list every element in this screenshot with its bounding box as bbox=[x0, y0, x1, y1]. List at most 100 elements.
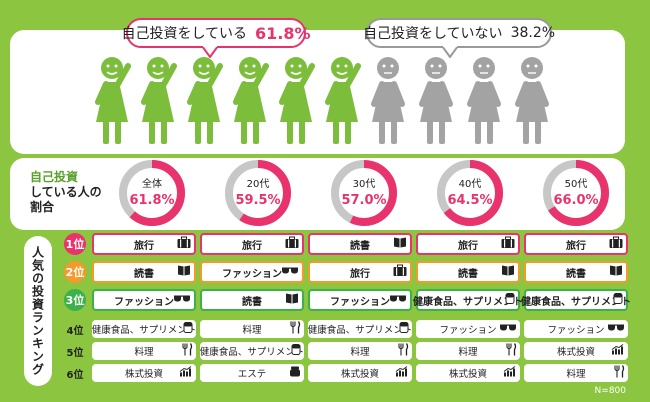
donut-slice bbox=[331, 160, 397, 226]
ranking-item-label: 株式投資 bbox=[556, 347, 595, 358]
donut-slice bbox=[437, 160, 503, 226]
pill-icon bbox=[613, 293, 623, 308]
book-icon bbox=[177, 265, 191, 280]
sunglasses-icon bbox=[281, 267, 299, 278]
ranking-cell: 旅行 bbox=[524, 233, 628, 255]
ranking-cell: 旅行 bbox=[416, 233, 520, 255]
bubble-yes-label: 自己投資をしている bbox=[121, 26, 248, 42]
donut-slice bbox=[119, 160, 185, 226]
ranking-item-label: ファッション bbox=[439, 325, 497, 336]
ranking-item-label: 健康食品、サプリメント bbox=[413, 296, 523, 308]
ranking-cell: 読書 bbox=[308, 233, 412, 255]
figure-yes-icon bbox=[141, 57, 177, 144]
book-icon bbox=[285, 293, 299, 308]
donut-chart: 40代 64.5% bbox=[436, 159, 504, 227]
bubble-no-pct: 38.2% bbox=[510, 25, 556, 41]
donut-age: 50代 bbox=[564, 179, 588, 190]
ranking-item-label: 株式投資 bbox=[448, 369, 487, 380]
donut-ring bbox=[225, 160, 291, 226]
ranking-cell: 料理 bbox=[524, 364, 628, 382]
ranking-item-label: 読書 bbox=[350, 240, 370, 252]
ranking-item-label: 読書 bbox=[458, 268, 478, 280]
ranking-item-label: ファッション bbox=[222, 268, 282, 280]
donut-chart: 50代 66.0% bbox=[542, 159, 610, 227]
figure-yes-icon bbox=[233, 57, 269, 144]
donut-pct: 61.8% bbox=[129, 193, 175, 208]
donut-age: 20代 bbox=[246, 179, 270, 190]
ranking-item-label: 料理 bbox=[134, 347, 154, 358]
figure-no-icon bbox=[371, 57, 405, 144]
sunglasses-icon bbox=[173, 295, 191, 306]
donut-ring bbox=[331, 160, 397, 226]
figure-no-icon bbox=[419, 57, 453, 144]
ranking-item-label: 料理 bbox=[458, 347, 478, 358]
ranking-cell: 読書 bbox=[200, 289, 304, 311]
donut-pct: 64.5% bbox=[447, 193, 493, 208]
ranking-item-label: 料理 bbox=[566, 369, 586, 380]
ranking-cell: 株式投資 bbox=[524, 342, 628, 360]
figure-yes-icon bbox=[325, 57, 361, 144]
ranking-cell: 株式投資 bbox=[416, 364, 520, 382]
stock-chart-icon bbox=[179, 366, 193, 381]
book-icon bbox=[501, 265, 515, 280]
donut-age: 30代 bbox=[352, 179, 376, 190]
donut-chart: 全体 61.8% bbox=[118, 159, 186, 227]
bubble-yes-tail bbox=[200, 46, 220, 58]
donut-pct: 57.0% bbox=[341, 193, 387, 208]
ranking-cell: ファッション bbox=[416, 320, 520, 338]
suitcase-icon bbox=[285, 236, 299, 252]
rate-label-line1: 自己投資 bbox=[30, 170, 79, 184]
ranking-cell: 読書 bbox=[92, 261, 196, 283]
donut-chart: 20代 59.5% bbox=[224, 159, 292, 227]
ranking-item-label: 株式投資 bbox=[340, 369, 379, 380]
book-icon bbox=[393, 237, 407, 252]
ranking-item-label: 健康食品、サプリメント bbox=[521, 296, 631, 308]
suitcase-icon bbox=[609, 236, 623, 252]
ranking-cell: エステ bbox=[200, 364, 304, 382]
pill-icon bbox=[399, 322, 409, 337]
utensils-icon bbox=[505, 343, 517, 360]
donut-pct: 59.5% bbox=[235, 193, 281, 208]
ranking-cell: 旅行 bbox=[92, 233, 196, 255]
rank-badge: 6位 bbox=[66, 369, 84, 381]
suitcase-icon bbox=[393, 264, 407, 280]
ranking-cell: ファッション bbox=[200, 261, 304, 283]
ranking-item-label: 健康食品、サプリメント bbox=[91, 325, 197, 336]
ranking-item-label: 健康食品、サプリメント bbox=[199, 347, 305, 358]
bubble-yes: 自己投資をしている 61.8% bbox=[121, 18, 311, 48]
ranking-item-label: 料理 bbox=[350, 347, 370, 358]
donut-ring bbox=[119, 160, 185, 226]
sunglasses-icon bbox=[607, 324, 625, 335]
ranking-cell: 株式投資 bbox=[92, 364, 196, 382]
pill-icon bbox=[505, 293, 515, 308]
ranking-item-label: ファッション bbox=[114, 296, 174, 308]
ranking-cell: 料理 bbox=[308, 342, 412, 360]
donut-ring bbox=[543, 160, 609, 226]
rank-badge: 5位 bbox=[66, 347, 84, 359]
rank-badge: 2位 bbox=[64, 261, 86, 283]
donut-slice bbox=[543, 160, 609, 226]
figure-no-icon bbox=[515, 57, 549, 144]
bubble-no-tail bbox=[440, 46, 460, 58]
figure-no-icon bbox=[467, 57, 501, 144]
utensils-icon bbox=[181, 343, 193, 360]
ranking-item-label: 旅行 bbox=[458, 240, 478, 252]
ranking-item-label: 料理 bbox=[242, 325, 262, 336]
cream-jar-icon bbox=[289, 366, 301, 381]
ranking-item-label: 読書 bbox=[242, 296, 262, 308]
ranking-item-label: 旅行 bbox=[242, 240, 262, 252]
utensils-icon bbox=[289, 321, 301, 338]
ranking-cell: 健康食品、サプリメント bbox=[200, 342, 304, 360]
ranking-item-label: 読書 bbox=[134, 268, 154, 280]
ranking-cell: 旅行 bbox=[308, 261, 412, 283]
stock-chart-icon bbox=[395, 366, 409, 381]
stock-chart-icon bbox=[611, 344, 625, 359]
bubble-no-label: 自己投資をしていない bbox=[362, 26, 503, 42]
rate-label: 自己投資 している人の 割合 bbox=[30, 170, 102, 215]
rate-label-line3: 割合 bbox=[30, 200, 55, 214]
ranking-item-label: 株式投資 bbox=[124, 369, 163, 380]
ranking-item-label: 旅行 bbox=[566, 240, 586, 252]
donut-pct: 66.0% bbox=[553, 193, 599, 208]
donut-chart: 30代 57.0% bbox=[330, 159, 398, 227]
